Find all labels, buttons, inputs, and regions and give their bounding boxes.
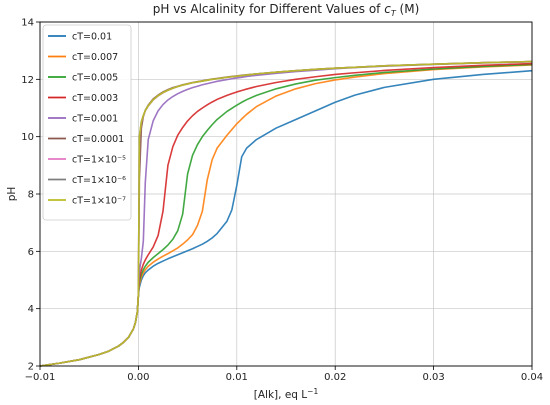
legend-label: cT=0.003	[72, 93, 118, 104]
legend: cT=0.01 cT=0.007 cT=0.005 cT=0.003 cT=0.001 c…	[42, 24, 132, 221]
y-axis-label: pH	[6, 187, 18, 202]
x-tick-label: −0.01	[25, 372, 56, 383]
x-axis: −0.01 0.00 0.01 0.02 0.03 0.04	[25, 366, 543, 383]
legend-label: cT=1×10⁻⁶	[72, 175, 126, 186]
x-tick-label: 0.04	[521, 372, 543, 383]
y-tick-label: 4	[28, 304, 34, 315]
legend-label: cT=0.0001	[72, 134, 124, 145]
legend-label: cT=0.007	[72, 52, 118, 63]
legend-label: cT=1×10⁻⁷	[72, 196, 126, 207]
y-axis: 2 4 6 8 10 12 14	[21, 18, 40, 373]
y-tick-label: 2	[28, 362, 34, 373]
legend-label: cT=0.005	[72, 73, 118, 84]
y-tick-label: 12	[21, 75, 34, 86]
y-tick-label: 10	[21, 132, 34, 143]
legend-label: cT=0.001	[72, 114, 118, 125]
x-tick-label: 0.01	[226, 372, 248, 383]
x-tick-label: 0.03	[422, 372, 444, 383]
series-line-9	[39, 60, 533, 367]
legend-box	[42, 24, 132, 221]
x-axis-label: [Alk], eq L−1	[254, 387, 319, 401]
x-tick-label: 0.00	[127, 372, 149, 383]
y-tick-label: 6	[28, 247, 34, 258]
chart-title: pH vs Alcalinity for Different Values of…	[153, 2, 420, 18]
legend-label: cT=0.01	[72, 32, 112, 43]
x-tick-label: 0.02	[324, 372, 346, 383]
series-layer	[39, 60, 533, 367]
legend-label: cT=1×10⁻⁵	[72, 155, 126, 166]
y-tick-label: 14	[21, 18, 34, 29]
y-tick-label: 8	[28, 190, 34, 201]
